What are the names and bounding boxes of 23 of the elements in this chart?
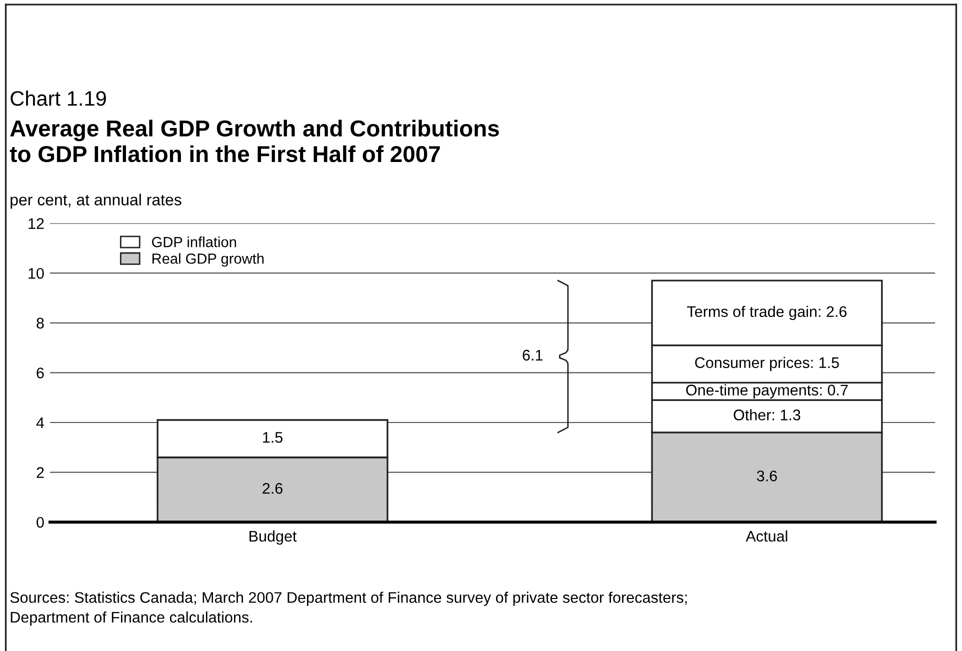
y-tick-label: 10 [28, 268, 44, 279]
chart-title: Chart 1.19 [10, 90, 106, 106]
data-label: 2.6 [262, 483, 282, 494]
x-tick-label: Budget [250, 530, 297, 545]
y-tick-label: 4 [36, 418, 44, 428]
y-tick-label: 8 [36, 318, 44, 329]
source-note: Sources: Statistics Canada; March 2007 Department of Finance survey of private sector forecasters; Department of Finance calculations. [10, 592, 687, 626]
data-label: One-time payments: 0.7 [686, 384, 848, 398]
chart-subtitle: Average Real GDP Growth and Contributions to GDP Inflation in the First Half of 2007 [10, 120, 499, 162]
data-label: Terms of trade gain: 2.6 [687, 306, 847, 320]
y-tick-label: 6 [36, 368, 44, 378]
y-tick-label: 2 [36, 467, 44, 478]
legend-label: Real GDP growth [152, 253, 264, 267]
legend-label: GDP inflation [152, 236, 236, 248]
y-axis-title: per cent, at annual rates [10, 194, 182, 209]
data-label: 1.5 [263, 432, 282, 443]
data-label: 3.6 [756, 470, 777, 482]
data-label: Other: 1.3 [734, 409, 800, 420]
data-label: Consumer prices: 1.5 [695, 356, 839, 372]
y-tick-label: 0 [36, 516, 44, 528]
annotation: 6.1 [522, 350, 542, 361]
x-tick-label: Actual [746, 530, 788, 542]
y-tick-label: 12 [28, 218, 44, 229]
